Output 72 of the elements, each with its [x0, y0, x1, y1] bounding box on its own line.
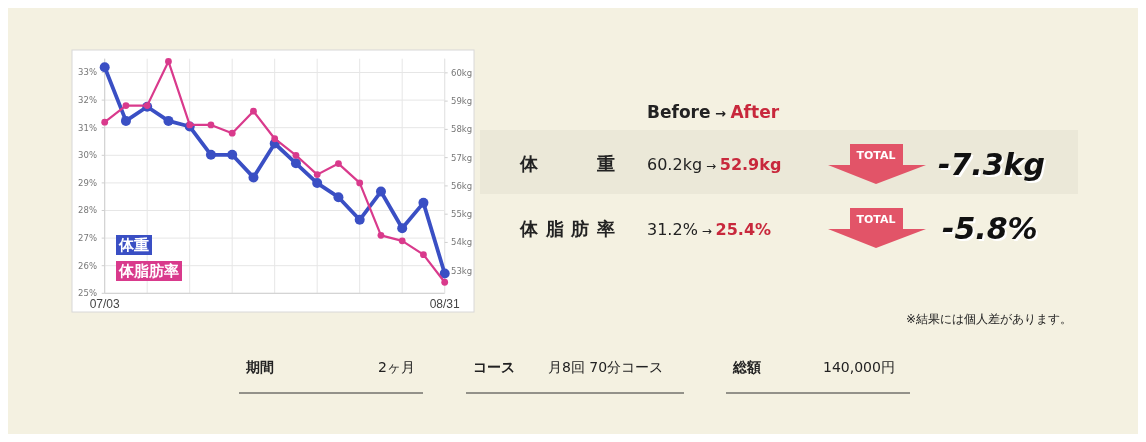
- point: [271, 135, 279, 143]
- point: [165, 58, 172, 65]
- point: [397, 223, 408, 234]
- point: [354, 214, 365, 225]
- y2-tick-label: 60kg: [451, 67, 473, 78]
- y2-tick-label: 55kg: [451, 209, 473, 220]
- text: 体重: [118, 236, 149, 254]
- point: [418, 197, 429, 208]
- point: [313, 171, 321, 179]
- point: [248, 172, 259, 183]
- text: コース: [473, 359, 515, 375]
- y-tick-label: 30%: [78, 150, 97, 161]
- y2-tick-label: 56kg: [451, 180, 473, 191]
- text: -5.8%: [944, 213, 1040, 248]
- y-tick-label: 29%: [78, 177, 97, 188]
- point: [250, 107, 257, 115]
- point: [439, 268, 450, 279]
- y-tick-label: 28%: [78, 205, 97, 216]
- point: [356, 179, 364, 187]
- x-tick-label: 08/31: [429, 297, 461, 311]
- point: [335, 160, 342, 167]
- text: 月8回 70分コース: [548, 359, 664, 375]
- point: [441, 278, 449, 286]
- y-tick-label: 26%: [78, 260, 97, 271]
- text: 総額: [732, 359, 761, 375]
- point: [312, 178, 323, 189]
- point: [375, 186, 386, 197]
- point: [122, 102, 130, 110]
- text: TOTAL: [856, 149, 896, 162]
- text: →: [697, 224, 716, 238]
- point: [99, 62, 110, 73]
- text: -7.3kg: [940, 149, 1048, 184]
- x-tick-label: 07/03: [89, 297, 121, 311]
- text: 体脂肪率: [118, 262, 179, 280]
- point: [333, 192, 344, 203]
- text: 140,000円: [823, 359, 895, 375]
- text: ※結果には個人差があります。: [905, 312, 1072, 326]
- point: [420, 251, 427, 259]
- text: 31.2%: [647, 220, 698, 239]
- point: [290, 158, 301, 169]
- point: [120, 115, 131, 126]
- y-tick-label: 33%: [78, 67, 97, 78]
- point: [163, 115, 174, 126]
- text: 52.9kg: [719, 155, 782, 174]
- y2-tick-label: 58kg: [451, 124, 473, 135]
- y2-tick-label: 54kg: [451, 237, 473, 248]
- text: 2ヶ月: [378, 359, 415, 375]
- point: [398, 237, 406, 245]
- text: 体重: [519, 153, 615, 174]
- point: [377, 231, 385, 239]
- point: [205, 149, 216, 160]
- text: 60.2kg: [647, 155, 703, 174]
- point: [228, 129, 236, 137]
- text: 体脂肪率: [519, 218, 615, 239]
- text: →: [702, 159, 720, 173]
- y2-tick-label: 53kg: [451, 265, 473, 276]
- point: [101, 118, 109, 126]
- text: 25.4%: [715, 220, 772, 239]
- point: [207, 121, 215, 129]
- y2-tick-label: 57kg: [451, 152, 473, 163]
- point: [292, 151, 300, 159]
- text: →: [710, 106, 731, 121]
- y-tick-label: 31%: [78, 122, 97, 133]
- y-tick-label: 32%: [78, 95, 97, 106]
- text: After: [730, 102, 780, 122]
- y-tick-label: 27%: [78, 233, 97, 244]
- text: Before: [647, 102, 711, 122]
- text: 期間: [245, 359, 274, 375]
- y-tick-label: 25%: [78, 288, 97, 299]
- text: TOTAL: [856, 213, 896, 226]
- y2-tick-label: 59kg: [451, 96, 473, 107]
- point: [227, 149, 238, 160]
